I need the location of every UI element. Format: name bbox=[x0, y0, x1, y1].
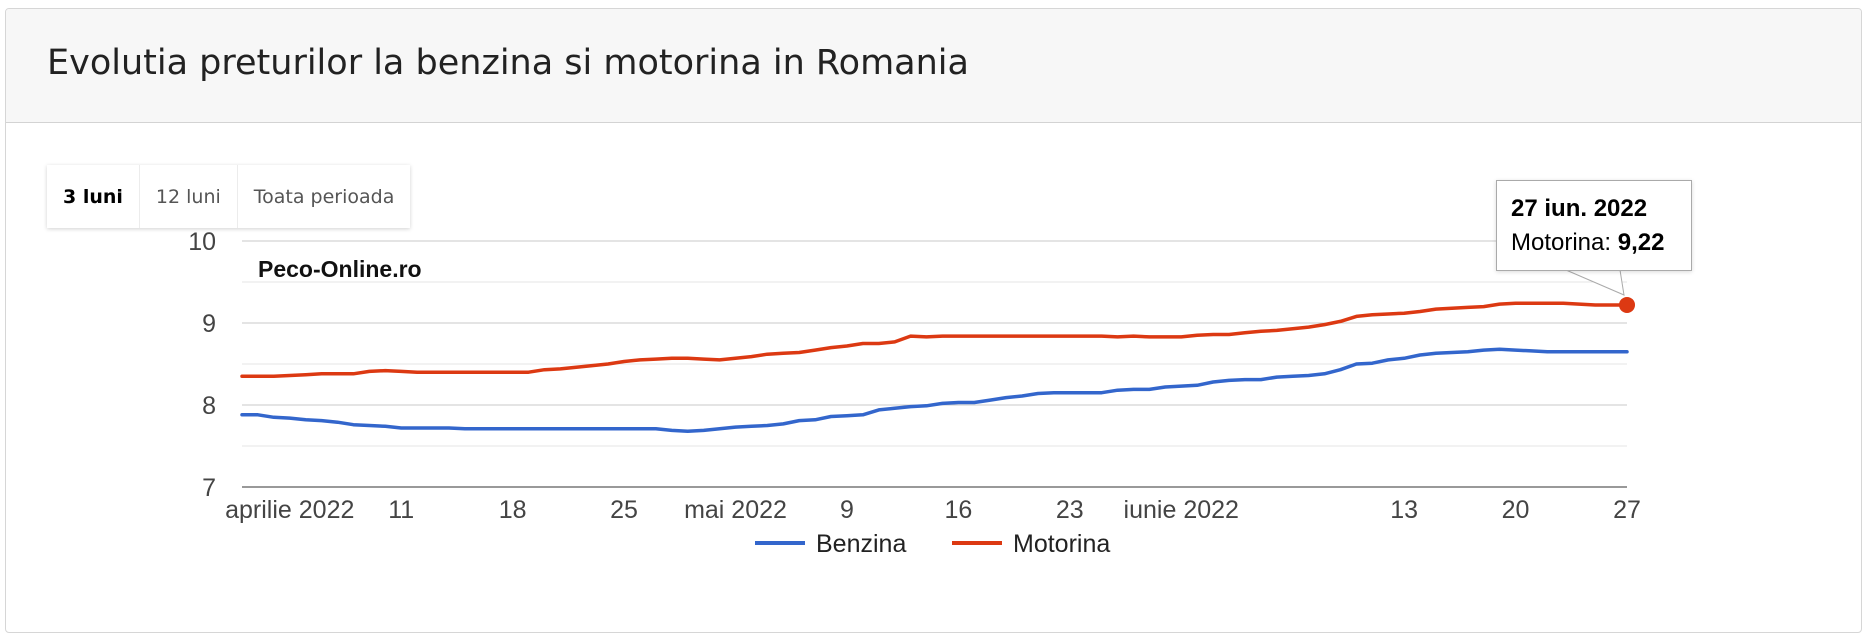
x-tick-label: 18 bbox=[499, 496, 527, 524]
x-tick-label: 13 bbox=[1390, 496, 1418, 524]
x-tick-label: aprilie 2022 bbox=[225, 496, 354, 524]
y-tick-label: 10 bbox=[188, 228, 216, 256]
chart-watermark: Peco-Online.ro bbox=[258, 256, 422, 282]
y-tick-label: 7 bbox=[202, 474, 216, 502]
card-header: Evolutia preturilor la benzina si motori… bbox=[6, 9, 1861, 123]
tooltip-date: 27 iun. 2022 bbox=[1511, 195, 1648, 222]
series-line-benzina[interactable] bbox=[240, 347, 1629, 433]
legend-label-motorina[interactable]: Motorina bbox=[1013, 530, 1110, 558]
y-tick-label: 9 bbox=[202, 310, 216, 338]
series-lines bbox=[240, 301, 1629, 433]
x-tick-label: 11 bbox=[388, 496, 414, 524]
range-12-months-button[interactable]: 12 luni bbox=[139, 165, 238, 228]
tooltip: 27 iun. 2022 Motorina: 9,22 bbox=[1496, 180, 1692, 271]
y-tick-label: 8 bbox=[202, 392, 216, 420]
series-line-motorina[interactable] bbox=[240, 301, 1629, 379]
x-tick-label: iunie 2022 bbox=[1124, 496, 1239, 524]
x-tick-label: 23 bbox=[1056, 496, 1084, 524]
range-selector: 3 luni 12 luni Toata perioada bbox=[47, 165, 411, 228]
legend-label-benzina[interactable]: Benzina bbox=[816, 530, 906, 558]
tooltip-value: 9,22 bbox=[1617, 229, 1665, 256]
x-axis-ticks: aprilie 2022 11 18 25 mai 2022 9 16 23 iunie 202… bbox=[225, 496, 1641, 524]
chart-legend: Benzina Motorina bbox=[755, 530, 1110, 558]
range-all-button[interactable]: Toata perioada bbox=[237, 165, 411, 228]
focus-point[interactable] bbox=[1619, 296, 1635, 313]
x-tick-label: 25 bbox=[610, 496, 638, 524]
tooltip-separator: : bbox=[1604, 229, 1618, 256]
chart-gridlines bbox=[242, 240, 1627, 488]
page-title: Evolutia preturilor la benzina si motori… bbox=[47, 43, 969, 83]
x-tick-label: 16 bbox=[944, 496, 972, 524]
x-tick-label: 9 bbox=[840, 496, 854, 524]
x-tick-label: mai 2022 bbox=[684, 496, 787, 524]
x-tick-label: 27 bbox=[1613, 496, 1641, 524]
range-3-months-button[interactable]: 3 luni bbox=[47, 165, 140, 228]
x-tick-label: 20 bbox=[1502, 496, 1530, 524]
tooltip-line: Motorina: 9,22 bbox=[1511, 229, 1677, 257]
y-axis-ticks: 7 8 9 10 bbox=[188, 228, 216, 502]
tooltip-series: Motorina bbox=[1511, 229, 1605, 256]
chart-card: Evolutia preturilor la benzina si motori… bbox=[5, 8, 1862, 633]
